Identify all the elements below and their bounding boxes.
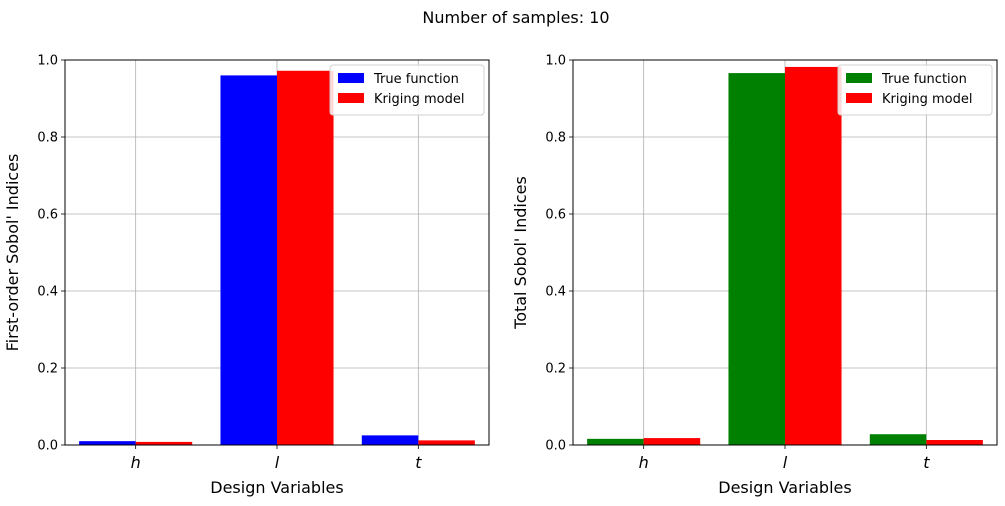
legend-entry: Kriging model [882,92,972,107]
axes-frame [572,59,998,446]
bar-true-function-l [220,75,277,446]
bar-kriging-model-t [418,440,475,445]
y-tick-label: 0.0 [545,439,566,454]
legend-box [837,64,993,116]
legend-box [329,64,485,116]
legend-swatch [338,73,364,83]
bar-kriging-model-l [277,70,334,445]
figure-suptitle: Number of samples: 10 [422,8,609,27]
axes-frame [64,59,490,446]
legend: True function Kriging model [837,64,993,116]
y-tick-label: 0.6 [545,208,566,223]
x-tick-label: l [275,453,280,472]
y-tick-label: 0.2 [545,362,566,377]
chart-panel-left: 0.0 0.2 0.4 0.6 0.8 1.0 h l t Design Variables Fir… [3,54,490,497]
legend: True function Kriging model [329,64,485,116]
x-tick-label: t [415,453,422,472]
legend-entry: Kriging model [374,92,464,107]
bar-true-function-h [587,438,644,445]
bar-kriging-model-t [926,439,983,445]
legend-entry: True function [373,72,459,87]
legend-entry: True function [881,72,967,87]
y-tick-label: 1.0 [37,54,58,69]
legend-swatch [846,93,872,103]
x-tick-label: h [639,453,649,472]
y-tick-label: 1.0 [545,54,566,69]
y-axis-label: Total Sobol' Indices [511,176,530,330]
y-tick-label: 0.4 [37,285,58,300]
y-tick-label: 0.0 [37,439,58,454]
x-tick-label: l [783,453,788,472]
x-axis-label: Design Variables [210,478,343,497]
y-tick-label: 0.2 [37,362,58,377]
bar-true-function-t [869,434,927,445]
y-tick-label: 0.6 [37,208,58,223]
y-axis-label: First-order Sobol' Indices [3,154,22,352]
bar-kriging-model-h [643,438,701,445]
y-tick-label: 0.8 [37,131,58,146]
legend-swatch [338,93,364,103]
y-tick-label: 0.8 [545,131,566,146]
legend-swatch [846,73,872,83]
bar-kriging-model-l [785,66,842,446]
bar-true-function-t [361,435,419,445]
y-tick-label: 0.4 [545,285,566,300]
chart-panel-right: 0.0 0.2 0.4 0.6 0.8 1.0 h l t Design Variables Tot… [511,54,998,497]
x-axis-label: Design Variables [718,478,851,497]
x-tick-label: h [131,453,141,472]
bar-true-function-l [728,73,785,445]
bar-true-function-h [79,441,136,445]
bar-kriging-model-h [135,441,193,445]
x-tick-label: t [923,453,930,472]
